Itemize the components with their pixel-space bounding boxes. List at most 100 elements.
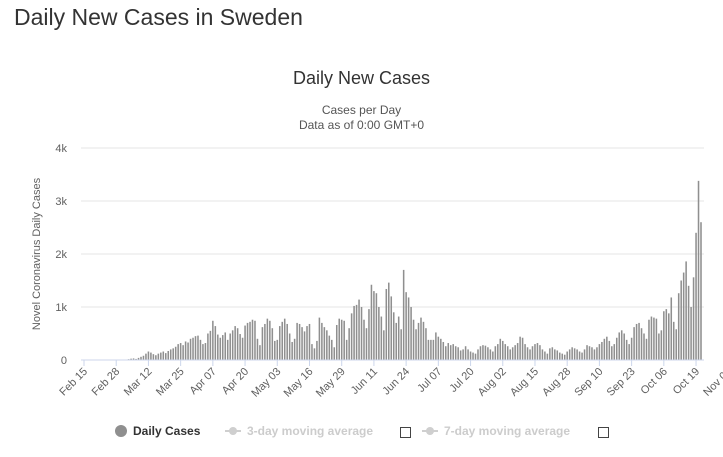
bar[interactable] <box>221 335 224 360</box>
bar[interactable] <box>571 347 573 360</box>
bar[interactable] <box>217 334 219 360</box>
bar[interactable] <box>596 347 598 360</box>
bar[interactable] <box>224 332 227 360</box>
bar[interactable] <box>509 349 511 360</box>
bar[interactable] <box>603 338 606 360</box>
bar[interactable] <box>298 323 301 360</box>
bar[interactable] <box>697 180 700 360</box>
bar[interactable] <box>425 328 427 360</box>
bar[interactable] <box>492 351 494 360</box>
bar[interactable] <box>308 323 311 360</box>
bar[interactable] <box>179 343 182 360</box>
bar[interactable] <box>558 352 561 360</box>
bar[interactable] <box>365 328 368 360</box>
bar[interactable] <box>692 277 695 360</box>
bar[interactable] <box>472 352 474 360</box>
bar[interactable] <box>142 355 145 360</box>
bar[interactable] <box>447 343 450 360</box>
bar[interactable] <box>415 329 417 360</box>
bar[interactable] <box>150 352 152 360</box>
bar[interactable] <box>395 322 397 360</box>
bar[interactable] <box>482 345 484 360</box>
bar[interactable] <box>321 322 323 360</box>
bar[interactable] <box>303 331 306 360</box>
bar[interactable] <box>581 352 583 360</box>
bar[interactable] <box>360 307 363 360</box>
bar[interactable] <box>531 346 534 360</box>
bar[interactable] <box>440 338 442 360</box>
bar[interactable] <box>467 349 469 360</box>
bar[interactable] <box>194 336 197 360</box>
bar[interactable] <box>157 353 160 360</box>
bar[interactable] <box>323 327 326 360</box>
bar[interactable] <box>598 344 601 360</box>
bar[interactable] <box>484 345 487 360</box>
bar[interactable] <box>583 349 586 360</box>
bar[interactable] <box>254 320 256 360</box>
bar[interactable] <box>335 325 338 360</box>
bar[interactable] <box>155 355 157 360</box>
bar[interactable] <box>331 339 333 360</box>
bar[interactable] <box>358 299 360 360</box>
bar[interactable] <box>160 352 162 360</box>
bar[interactable] <box>137 357 140 360</box>
bar[interactable] <box>695 232 697 360</box>
legend-item-daily-cases[interactable]: Daily Cases <box>115 424 200 438</box>
bar[interactable] <box>660 330 663 360</box>
bar[interactable] <box>388 282 390 360</box>
bar[interactable] <box>410 307 412 360</box>
bar[interactable] <box>601 341 603 360</box>
bar[interactable] <box>288 333 291 361</box>
bar[interactable] <box>502 340 504 360</box>
bar[interactable] <box>489 349 492 360</box>
bar[interactable] <box>449 345 452 360</box>
bar[interactable] <box>234 326 236 360</box>
bar[interactable] <box>554 349 556 360</box>
bar[interactable] <box>539 345 541 360</box>
bar[interactable] <box>231 330 234 360</box>
bar[interactable] <box>283 318 286 360</box>
bar[interactable] <box>407 297 410 360</box>
bar[interactable] <box>246 322 249 360</box>
bar[interactable] <box>650 316 653 360</box>
bar[interactable] <box>405 292 407 360</box>
3-day-average-checkbox[interactable] <box>400 427 411 438</box>
bar[interactable] <box>239 334 241 360</box>
bar[interactable] <box>620 330 623 360</box>
bar[interactable] <box>207 333 209 361</box>
bar[interactable] <box>348 328 350 360</box>
bar[interactable] <box>397 316 400 360</box>
bar[interactable] <box>274 340 276 360</box>
bar[interactable] <box>682 272 685 360</box>
bar[interactable] <box>566 351 568 360</box>
bar[interactable] <box>400 329 402 360</box>
bar[interactable] <box>259 345 261 360</box>
bar[interactable] <box>318 317 321 360</box>
bar[interactable] <box>658 333 660 361</box>
bar[interactable] <box>541 349 544 360</box>
bar[interactable] <box>380 316 383 360</box>
bar[interactable] <box>576 349 578 360</box>
bar[interactable] <box>383 330 385 360</box>
legend-item-7-day-average[interactable]: 7-day moving average <box>422 424 570 438</box>
bar[interactable] <box>586 345 588 360</box>
bar[interactable] <box>291 341 293 360</box>
bar[interactable] <box>306 326 308 360</box>
bar[interactable] <box>516 343 519 360</box>
bar[interactable] <box>556 350 559 360</box>
bar[interactable] <box>219 337 222 360</box>
bar[interactable] <box>385 288 388 360</box>
bar[interactable] <box>685 261 687 360</box>
bar[interactable] <box>264 323 266 360</box>
bar[interactable] <box>311 344 313 360</box>
bar[interactable] <box>184 341 187 360</box>
bar[interactable] <box>192 337 194 360</box>
bar[interactable] <box>199 339 202 360</box>
bar[interactable] <box>432 339 435 360</box>
bar[interactable] <box>420 317 422 360</box>
bar[interactable] <box>618 332 620 360</box>
bar[interactable] <box>648 319 650 360</box>
bar[interactable] <box>454 346 457 360</box>
bar[interactable] <box>474 353 477 360</box>
bar[interactable] <box>162 351 165 360</box>
